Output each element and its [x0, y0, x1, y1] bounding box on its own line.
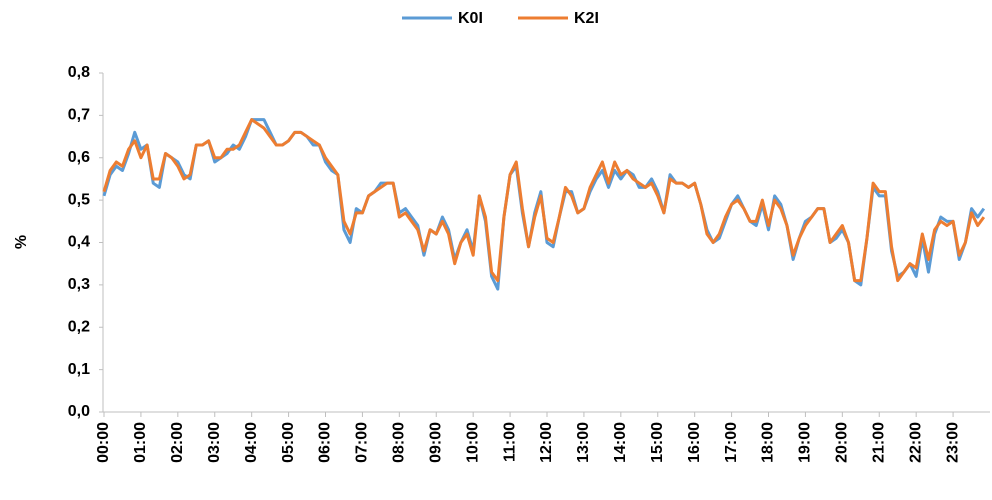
- legend-label: K2I: [574, 10, 599, 27]
- series-line: [102, 118, 986, 283]
- x-tick-label: 17:00: [723, 422, 740, 463]
- x-tick-label: 02:00: [169, 422, 186, 463]
- x-tick-label: 00:00: [95, 422, 112, 463]
- y-tick-label: 0,8: [68, 64, 90, 81]
- y-tick-label: 0,2: [68, 318, 90, 335]
- x-tick-label: 07:00: [354, 422, 371, 463]
- y-tick-label: 0,6: [68, 149, 90, 166]
- x-tick-label: 01:00: [132, 422, 149, 463]
- y-tick-label: 0,3: [68, 276, 90, 293]
- x-tick-label: 22:00: [907, 422, 924, 463]
- x-tick-label: 20:00: [834, 422, 851, 463]
- x-tick-label: 11:00: [501, 422, 518, 462]
- x-tick-label: 19:00: [797, 422, 814, 463]
- y-axis-label: %: [13, 235, 30, 249]
- x-tick-label: 08:00: [391, 422, 408, 463]
- x-tick-label: 13:00: [575, 422, 592, 463]
- x-tick-label: 12:00: [538, 422, 555, 463]
- x-tick-label: 18:00: [760, 422, 777, 463]
- y-tick-label: 0,0: [68, 403, 90, 420]
- y-tick-label: 0,7: [68, 107, 90, 124]
- x-tick-label: 16:00: [686, 422, 703, 463]
- y-tick-label: 0,1: [68, 361, 90, 378]
- x-tick-label: 09:00: [427, 422, 444, 463]
- x-tick-label: 04:00: [243, 422, 260, 463]
- x-tick-label: 23:00: [944, 422, 961, 463]
- x-tick-label: 10:00: [464, 422, 481, 463]
- x-tick-label: 14:00: [612, 422, 629, 463]
- y-tick-label: 0,4: [68, 234, 90, 251]
- y-tick-label: 0,5: [68, 191, 90, 208]
- x-tick-label: 21:00: [870, 422, 887, 463]
- x-tick-label: 03:00: [206, 422, 223, 463]
- legend-label: K0I: [458, 10, 483, 27]
- x-tick-label: 05:00: [280, 422, 297, 463]
- x-tick-label: 15:00: [649, 422, 666, 463]
- x-tick-label: 06:00: [317, 422, 334, 463]
